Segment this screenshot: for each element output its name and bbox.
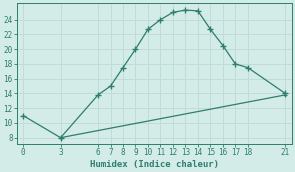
X-axis label: Humidex (Indice chaleur): Humidex (Indice chaleur): [90, 159, 219, 169]
